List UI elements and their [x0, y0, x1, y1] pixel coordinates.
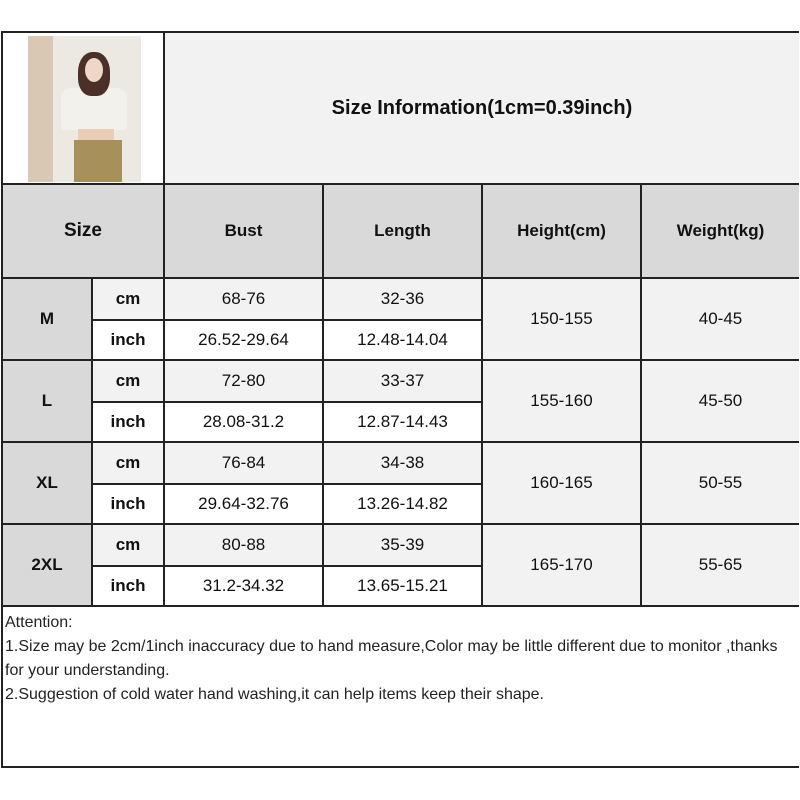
- height-range: 160-165: [483, 443, 640, 523]
- product-photo: [28, 36, 141, 182]
- unit-inch: inch: [93, 567, 163, 605]
- header-weight: Weight(kg): [642, 185, 799, 277]
- height-range: 155-160: [483, 361, 640, 441]
- size-chart-table: Size Information(1cm=0.39inch) Size Bust…: [1, 31, 799, 768]
- height-range: 150-155: [483, 279, 640, 359]
- length-inch: 13.26-14.82: [324, 485, 481, 523]
- height-range: 165-170: [483, 525, 640, 605]
- unit-cm: cm: [93, 361, 163, 401]
- bust-inch: 28.08-31.2: [165, 403, 322, 441]
- bust-cm: 68-76: [165, 279, 322, 319]
- product-photo-cell: [3, 33, 163, 183]
- bust-inch: 29.64-32.76: [165, 485, 322, 523]
- length-inch: 12.48-14.04: [324, 321, 481, 359]
- notes-heading: Attention:: [5, 614, 73, 631]
- size-label: M: [3, 279, 91, 359]
- weight-range: 55-65: [642, 525, 799, 605]
- note-1: 1.Size may be 2cm/1inch inaccuracy due t…: [5, 638, 783, 679]
- bust-inch: 31.2-34.32: [165, 567, 322, 605]
- unit-cm: cm: [93, 525, 163, 565]
- header-size: Size: [3, 185, 163, 277]
- note-2: 2.Suggestion of cold water hand washing,…: [5, 686, 544, 703]
- weight-range: 50-55: [642, 443, 799, 523]
- header-length: Length: [324, 185, 481, 277]
- unit-inch: inch: [93, 403, 163, 441]
- bust-inch: 26.52-29.64: [165, 321, 322, 359]
- weight-range: 40-45: [642, 279, 799, 359]
- size-label: XL: [3, 443, 91, 523]
- size-label: L: [3, 361, 91, 441]
- length-cm: 32-36: [324, 279, 481, 319]
- length-inch: 13.65-15.21: [324, 567, 481, 605]
- header-height: Height(cm): [483, 185, 640, 277]
- unit-cm: cm: [93, 443, 163, 483]
- weight-range: 45-50: [642, 361, 799, 441]
- unit-cm: cm: [93, 279, 163, 319]
- length-inch: 12.87-14.43: [324, 403, 481, 441]
- bust-cm: 72-80: [165, 361, 322, 401]
- bust-cm: 80-88: [165, 525, 322, 565]
- bust-cm: 76-84: [165, 443, 322, 483]
- unit-inch: inch: [93, 321, 163, 359]
- size-label: 2XL: [3, 525, 91, 605]
- unit-inch: inch: [93, 485, 163, 523]
- chart-title: Size Information(1cm=0.39inch): [165, 33, 799, 183]
- length-cm: 33-37: [324, 361, 481, 401]
- length-cm: 34-38: [324, 443, 481, 483]
- header-bust: Bust: [165, 185, 322, 277]
- attention-notes: Attention: 1.Size may be 2cm/1inch inacc…: [3, 607, 799, 766]
- length-cm: 35-39: [324, 525, 481, 565]
